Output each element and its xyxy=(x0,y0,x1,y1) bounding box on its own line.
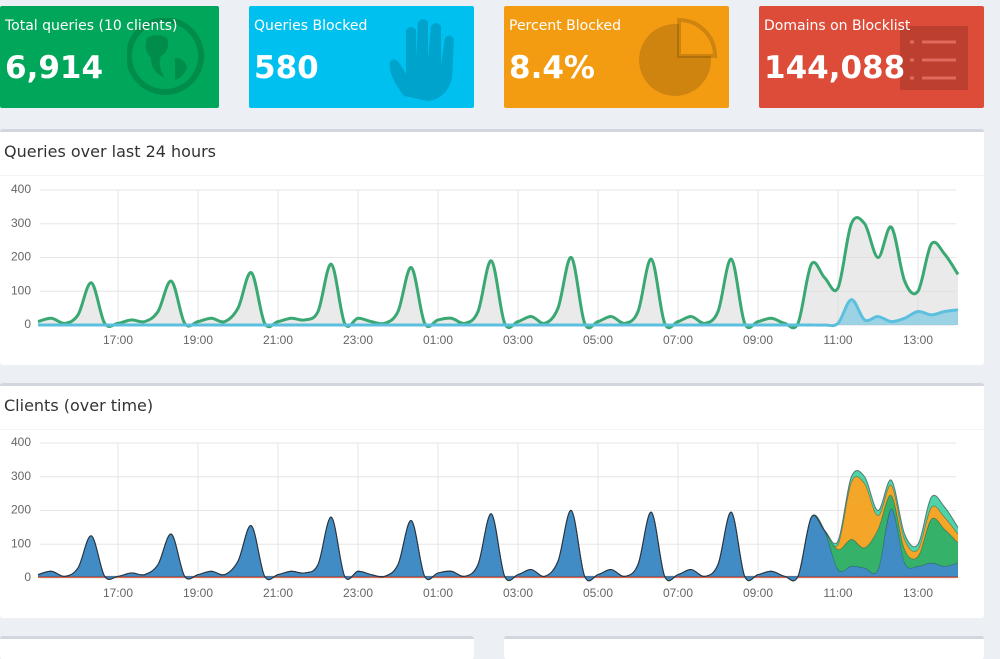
y-tick-label: 300 xyxy=(11,469,31,483)
x-tick-label: 07:00 xyxy=(663,586,693,600)
chart: 0 100 200 300 400 17:00 19:00 21:00 23:00 01:00 03… xyxy=(11,182,960,347)
clients-card: Clients (over time) xyxy=(0,383,984,618)
x-tick-label: 23:00 xyxy=(343,586,373,600)
y-tick-label: 200 xyxy=(11,503,31,517)
y-tick-label: 100 xyxy=(11,283,31,297)
divider xyxy=(0,429,984,430)
x-tick-label: 01:00 xyxy=(423,586,453,600)
divider xyxy=(0,175,984,176)
x-tick-label: 21:00 xyxy=(263,333,293,347)
area-fill xyxy=(38,217,958,328)
stat-box: Queries Blocked 580 xyxy=(249,6,474,108)
x-tick-label: 23:00 xyxy=(343,333,373,347)
y-tick-label: 100 xyxy=(11,536,31,550)
x-tick-label: 19:00 xyxy=(183,586,213,600)
stat-label: Domains on Blocklist xyxy=(764,18,911,34)
y-tick-label: 400 xyxy=(11,182,31,196)
series-line xyxy=(37,470,959,582)
x-tick-label: 09:00 xyxy=(743,333,773,347)
stat-icon xyxy=(389,19,454,101)
x-tick-label: 17:00 xyxy=(103,586,133,600)
stat-value: 6,914 xyxy=(5,50,104,86)
x-tick-label: 19:00 xyxy=(183,333,213,347)
x-tick-label: 17:00 xyxy=(103,333,133,347)
page: Total queries (10 clients) 6,914 Queries B… xyxy=(0,6,984,659)
x-tick-label: 05:00 xyxy=(583,586,613,600)
x-tick-label: 03:00 xyxy=(503,333,533,347)
card-title: Queries over last 24 hours xyxy=(4,142,217,161)
stat-icon xyxy=(127,18,204,95)
x-tick-label: 05:00 xyxy=(583,333,613,347)
stat-value: 144,088 xyxy=(764,50,906,86)
y-tick-label: 300 xyxy=(11,216,31,230)
stat-icon xyxy=(639,18,717,96)
stat-box: Percent Blocked 8.4% xyxy=(504,6,729,108)
x-tick-label: 09:00 xyxy=(743,586,773,600)
series-line xyxy=(37,298,959,328)
stat-box: Total queries (10 clients) 6,914 xyxy=(0,6,219,108)
y-tick-label: 0 xyxy=(24,570,31,584)
card-title: Clients (over time) xyxy=(4,396,154,415)
y-tick-label: 200 xyxy=(11,250,31,264)
x-tick-label: 07:00 xyxy=(663,333,693,347)
x-tick-label: 13:00 xyxy=(903,586,933,600)
stat-label: Percent Blocked xyxy=(509,18,621,34)
stat-label: Queries Blocked xyxy=(254,18,368,34)
stat-value: 8.4% xyxy=(509,50,595,86)
y-tick-label: 0 xyxy=(24,317,31,331)
chart: 0 100 200 300 400 17:00 19:00 21:00 23:00 01:00 03… xyxy=(11,435,959,600)
area-fill xyxy=(38,299,958,326)
x-tick-label: 11:00 xyxy=(823,333,852,347)
x-tick-label: 13:00 xyxy=(903,333,933,347)
area-fill xyxy=(38,470,958,581)
y-tick-label: 400 xyxy=(11,435,31,449)
x-tick-label: 21:00 xyxy=(263,586,293,600)
stat-icon xyxy=(900,26,968,90)
stat-box: Domains on Blocklist 144,088 xyxy=(759,6,984,108)
stat-value: 580 xyxy=(254,50,319,86)
x-tick-label: 11:00 xyxy=(823,586,852,600)
stat-label: Total queries (10 clients) xyxy=(5,18,178,34)
x-tick-label: 01:00 xyxy=(423,333,453,347)
x-tick-label: 03:00 xyxy=(503,586,533,600)
